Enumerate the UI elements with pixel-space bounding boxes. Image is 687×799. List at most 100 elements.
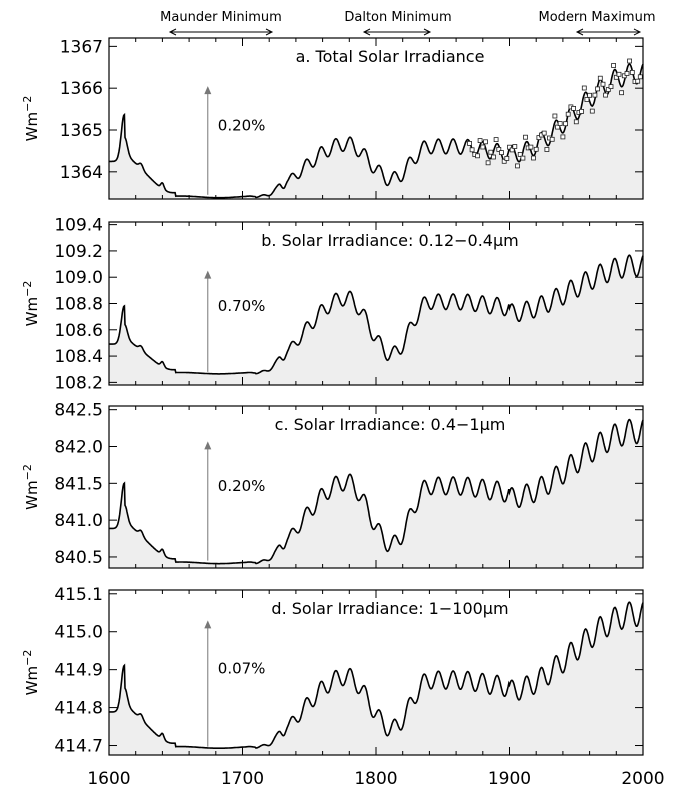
observed-point	[533, 146, 539, 152]
modern-label: Modern Maximum	[539, 10, 656, 25]
observed-point	[624, 71, 630, 76]
ytick-label: 1365	[60, 121, 103, 141]
observed-point	[616, 71, 622, 77]
observed-point	[605, 87, 611, 92]
panel-a-series-line	[109, 63, 644, 199]
observed-point	[597, 75, 603, 81]
ytick-label: 108.6	[54, 321, 103, 341]
panel-a-area	[109, 64, 643, 199]
observed-point	[507, 144, 512, 150]
panel-c-ylabel-main: Wm	[23, 480, 41, 509]
xtick-label: 1600	[87, 769, 130, 789]
observed-point	[488, 149, 494, 155]
panel-a-ylabel-main: Wm	[23, 112, 41, 141]
panel-a-observed-points	[467, 58, 643, 169]
xtick-label: 2000	[621, 769, 664, 789]
xtick-label: 1900	[488, 769, 531, 789]
observed-point	[517, 151, 523, 157]
observed-point	[557, 121, 563, 126]
modern-range-arrow	[575, 28, 642, 36]
top-era-labels: Maunder Minimum Dalton Minimum Modern Ma…	[160, 10, 656, 36]
observed-point	[504, 155, 510, 161]
ytick-label: 414.9	[54, 661, 103, 681]
panel-b-series-line	[109, 254, 644, 375]
ytick-label: 108.2	[54, 373, 103, 393]
ytick-label: 109.0	[54, 268, 103, 288]
observed-point	[477, 138, 483, 144]
ytick-label: 841.5	[54, 474, 103, 494]
observed-point	[563, 121, 568, 127]
observed-point	[501, 158, 507, 164]
panel-d-ylabel-sup: −2	[21, 650, 34, 666]
observed-point	[595, 86, 600, 92]
observed-point	[627, 58, 632, 64]
ytick-label: 1364	[60, 163, 103, 183]
xtick-label: 1800	[354, 769, 397, 789]
observed-point	[509, 147, 515, 153]
observed-point	[485, 160, 491, 166]
panel-a-ylabel: Wm−2	[21, 96, 41, 142]
panel-c-title: c. Solar Irradiance: 0.4−1μm	[275, 415, 506, 434]
dalton-range-arrow	[362, 28, 432, 36]
ytick-label: 414.8	[54, 699, 103, 719]
observed-point	[613, 74, 619, 80]
panel-c-frame	[108, 405, 644, 569]
x-axis-labels: 1600 1700 1800 1900 2000	[87, 769, 664, 789]
observed-point	[469, 147, 475, 153]
panel-c-ylabel: Wm−2	[21, 464, 41, 510]
panel-b: 0.70% b. Solar Irradiance: 0.12−0.4μm 10…	[21, 216, 644, 393]
panel-d-percent-label: 0.07%	[218, 660, 266, 678]
panel-c-ylabel-sup: −2	[21, 464, 34, 480]
observed-point	[611, 63, 616, 68]
observed-point	[541, 130, 547, 136]
ytick-label: 109.4	[54, 216, 103, 236]
ytick-label: 108.8	[54, 295, 103, 315]
panel-c-arrow-head	[204, 441, 212, 450]
panel-d-title-unit: μm	[483, 599, 509, 618]
panel-d-ylabel: Wm−2	[21, 650, 41, 696]
observed-point	[573, 119, 579, 125]
ytick-label: 108.4	[54, 347, 103, 367]
panel-a-percent-label: 0.20%	[218, 116, 266, 134]
observed-point	[544, 147, 550, 152]
panel-c-percent-label: 0.20%	[218, 477, 266, 495]
observed-point	[555, 124, 560, 130]
panel-b-ylabel-main: Wm	[23, 297, 41, 326]
observed-point	[493, 137, 499, 143]
dalton-label: Dalton Minimum	[344, 10, 451, 25]
observed-point	[512, 144, 518, 149]
observed-point	[619, 90, 624, 96]
panel-a-frame	[108, 37, 644, 200]
panel-c-yticks: 840.5 841.0 841.5 842.0 842.5	[54, 401, 643, 568]
observed-point	[565, 111, 571, 117]
panel-b-percent-label: 0.70%	[218, 297, 266, 315]
panel-d: 0.07% d. Solar Irradiance: 1−100μm 414.7…	[21, 585, 644, 757]
observed-point	[531, 155, 536, 161]
observed-point	[637, 74, 643, 80]
ytick-label: 109.2	[54, 242, 103, 262]
panel-c-series-line	[109, 418, 644, 565]
panel-d-frame	[108, 589, 644, 756]
ytick-label: 1366	[60, 79, 103, 99]
observed-point	[467, 140, 472, 146]
ytick-label: 415.1	[54, 585, 103, 605]
observed-point	[528, 144, 534, 150]
ytick-label: 414.7	[54, 737, 103, 757]
panel-a: 0.20% a. Total Solar Irradiance 1364 1365…	[21, 37, 644, 200]
maunder-label: Maunder Minimum	[160, 10, 282, 25]
observed-point	[579, 109, 584, 114]
observed-point	[587, 92, 592, 98]
panel-a-arrow-head	[204, 86, 212, 95]
observed-point	[592, 92, 598, 98]
panel-d-arrow-head	[204, 620, 212, 629]
observed-point	[603, 92, 608, 98]
ytick-label: 840.5	[54, 548, 103, 568]
ytick-label: 842.5	[54, 401, 103, 421]
observed-point	[584, 97, 590, 102]
observed-point	[581, 85, 587, 91]
ytick-label: 1367	[60, 37, 103, 57]
observed-point	[480, 144, 486, 150]
panel-c: 0.20% c. Solar Irradiance: 0.4−1μm 840.5…	[21, 401, 644, 569]
observed-point	[600, 81, 606, 87]
panel-c-title-text: c. Solar Irradiance: 0.4−1	[275, 415, 480, 434]
